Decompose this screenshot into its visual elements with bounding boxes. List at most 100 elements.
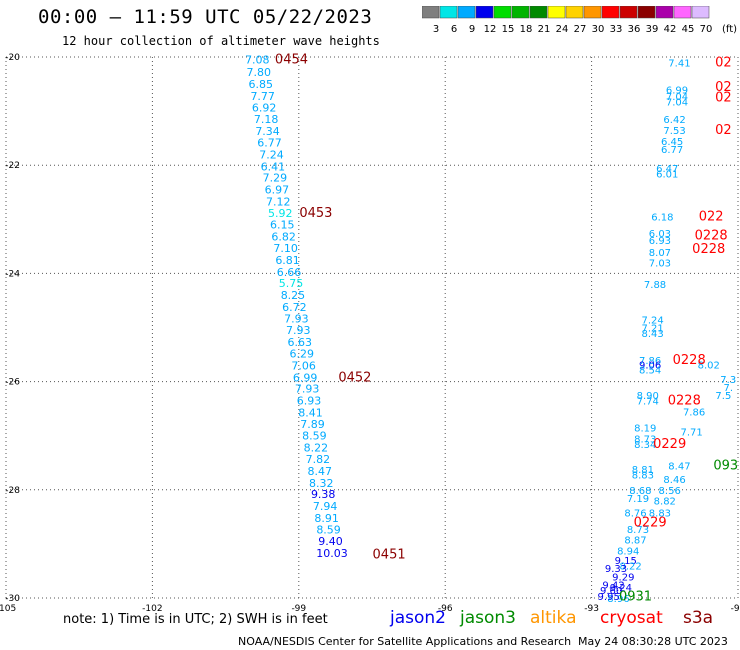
wave-height-value: 7.77 [250,90,275,103]
wave-height-value: 8.76 [624,509,646,520]
legend-swatch [439,6,458,19]
wave-height-value: 8.54 [639,366,661,377]
wave-height-value: 8.46 [663,475,685,486]
wave-height-value: 7.24 [641,315,663,326]
pass-time-label: 0452 [338,370,371,385]
wave-height-value: 8.02 [698,360,720,371]
wave-height-value: 7.18 [254,113,279,126]
legend-swatch [655,6,674,19]
legend-swatch [565,6,584,19]
legend-swatch [637,6,656,19]
wave-height-value: 6.72 [282,301,307,314]
legend-label: 6 [451,24,457,35]
legend-swatch [457,6,476,19]
wave-height-value: 8.73 [627,525,649,536]
mission-label: jason3 [460,608,516,628]
wave-height-value: 8.59 [316,523,341,536]
wave-height-value: 6.15 [270,219,295,232]
legend-swatch [583,6,602,19]
wave-height-value: 5.75 [279,277,304,290]
wave-height-value: 7.34 [255,125,280,138]
mission-label: altika [530,608,577,628]
wave-height-value: 8.25 [281,289,306,302]
wave-height-value: 6.77 [661,145,683,156]
wave-height-value: 9.33 [605,564,627,575]
legend-swatch [601,6,620,19]
wave-height-value: 8.47 [668,461,690,472]
legend-label: 27 [574,24,587,35]
generated-timestamp: May 24 08:30:28 UTC 2023 [578,635,728,648]
wave-height-value: 7.82 [306,453,331,466]
wave-height-value: 10.03 [316,547,348,560]
wave-height-value: 7.21 [641,324,663,335]
color-legend: 3 6 9 12 15 18 21 24 27 30 33 36 39 42 45 70 (ft) [422,6,737,35]
y-tick-label: -26 [5,378,20,388]
legend-swatch [529,6,548,19]
wave-height-value: 6.77 [257,136,282,149]
wave-height-value: 8.41 [298,406,323,419]
legend-swatch [547,6,566,19]
y-tick-label: -28 [5,486,20,496]
wave-height-value: 7.10 [273,242,298,255]
wave-height-value: 8.83 [632,471,654,482]
wave-height-value: 8.07 [649,248,671,259]
x-tick-label: -105 [0,604,16,614]
wave-height-value: 9.40 [318,535,343,548]
wave-height-value: 8.59 [302,430,327,443]
x-tick-label: -93 [584,604,599,614]
pass-time-label: 0228 [673,353,706,368]
wave-height-value: 8.81 [632,465,654,476]
legend-label: 12 [484,24,497,35]
mission-label: jason2 [390,608,446,628]
legend-label: 9 [469,24,475,35]
wave-height-value: 7.93 [284,312,309,325]
pass-time-label: 0931 [619,589,652,604]
wave-height-value: 6.99 [293,371,318,384]
wave-height-value: 6.93 [297,395,322,408]
legend-label: 15 [502,24,515,35]
pass-time-label: 02 [715,80,732,95]
pass-time-label: 093 [713,458,738,473]
wave-height-value: 7.86 [639,356,661,367]
wave-height-value: 9.38 [311,488,336,501]
legend-swatch [422,6,440,19]
wave-height-value: 6.97 [265,184,290,197]
x-tick-label: -99 [291,604,306,614]
wave-height-value: 7.08 [245,54,270,67]
mission-label: cryosat [600,608,663,628]
wave-height-value: 7.53 [663,126,685,137]
legend-label: 18 [520,24,533,35]
wave-height-value: 6.45 [661,137,683,148]
wave-height-value: 8.56 [659,486,681,497]
pass-time-label: 02 [715,55,732,70]
wave-height-value: 7.24 [259,148,284,161]
wave-height-value: 6.92 [252,101,277,114]
wave-height-value: 8.82 [654,497,676,508]
wave-height-value: 7.86 [683,407,705,418]
pass-time-label: 0229 [653,437,686,452]
pass-time-label: 0229 [634,515,667,530]
legend-swatch [673,6,692,19]
wave-height-value: 6.85 [248,78,273,91]
legend-label: 21 [538,24,551,35]
wave-height-value: 7.80 [247,66,272,79]
chart-title: 00:00 — 11:59 UTC 05/22/2023 [38,6,373,28]
wave-height-value: 8.22 [304,442,329,455]
wave-height-value: 7. [723,383,733,394]
wave-height-value: 7.94 [313,500,338,513]
legend-unit: (ft) [722,24,737,35]
pass-time-label: 0451 [373,548,406,563]
wave-height-value: 6.82 [271,231,296,244]
x-tick-label: -90 [731,604,740,614]
legend-label: 42 [664,24,677,35]
wave-height-value: 8.47 [308,465,333,478]
legend-swatch [619,6,638,19]
wave-height-value: 7.04 [666,92,688,103]
wave-height-value: 7.93 [295,383,320,396]
wave-height-value: 6.41 [261,160,286,173]
x-tick-label: -102 [142,604,162,614]
wave-height-value: 6.93 [649,236,671,247]
legend-label: 70 [700,24,713,35]
wave-height-value: 7.71 [681,427,703,438]
pass-time-label: 022 [699,210,724,225]
